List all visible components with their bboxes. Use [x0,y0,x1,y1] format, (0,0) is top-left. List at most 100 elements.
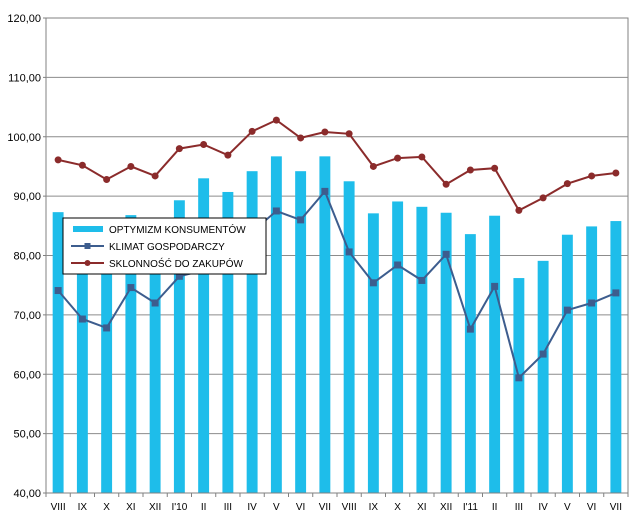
x-tick-label: IX [369,502,379,513]
point-klimat [418,276,426,284]
point-klimat [78,315,86,323]
point-klimat [612,289,620,297]
y-tick-label: 100,00 [7,132,41,144]
point-sklonnosc [369,162,377,170]
point-klimat [563,306,571,314]
point-klimat [394,261,402,269]
point-klimat [297,216,305,224]
point-sklonnosc [418,153,426,161]
x-tick-label: XII [440,502,452,513]
bar-optymizm [173,200,185,493]
bar-optymizm [416,206,428,493]
point-sklonnosc [54,156,62,164]
point-sklonnosc [539,194,547,202]
legend-swatch-optymizm [73,226,103,232]
x-tick-label: IV [247,502,257,513]
legend-label-sklonnosc: SKLONNOŚĆ DO ZAKUPÓW [109,257,243,270]
x-tick-label: VI [587,502,596,513]
x-tick-label: X [394,502,401,513]
bar-optymizm [319,156,331,493]
legend-marker-klimat [84,243,91,249]
x-tick-label: I'11 [463,502,479,513]
point-sklonnosc [127,162,135,170]
point-sklonnosc [612,169,620,177]
legend-label-klimat: KLIMAT GOSPODARCZY [109,242,225,253]
bar-optymizm [295,171,307,493]
line-klimat [57,189,617,380]
x-tick-label: VII [610,502,622,513]
point-sklonnosc [394,154,402,162]
bar-optymizm [222,191,234,493]
point-klimat [272,207,280,215]
point-klimat [466,325,474,333]
point-sklonnosc [588,172,596,180]
x-tick-label: XII [149,502,161,513]
point-sklonnosc [224,151,232,159]
point-klimat [369,279,377,287]
legend-label-optymizm: OPTYMIZM KONSUMENTÓW [109,223,246,236]
x-tick-label: VIII [342,502,357,513]
bar-optymizm [76,264,88,493]
legend-marker-sklonnosc [84,260,91,266]
x-tick-label: II [201,502,207,513]
bar-optymizm [489,215,501,493]
point-sklonnosc [200,140,208,148]
bar-optymizm [343,181,355,493]
bar-optymizm [464,234,476,493]
point-klimat [175,272,183,280]
bar-optymizm [537,260,549,493]
y-tick-label: 120,00 [7,13,41,25]
point-klimat [345,248,353,256]
point-klimat [515,374,523,382]
y-tick-label: 110,00 [8,72,41,84]
x-tick-label: IX [78,502,88,513]
point-klimat [54,287,62,295]
point-sklonnosc [248,127,256,135]
x-tick-label: X [103,502,110,513]
x-tick-label: V [273,502,280,513]
y-tick-label: 80,00 [13,251,41,263]
point-klimat [588,299,596,307]
bar-series [52,156,622,493]
line-sklonnosc [57,118,617,212]
point-sklonnosc [78,161,86,169]
bar-optymizm [246,171,258,493]
x-tick-label: VII [319,502,331,513]
point-sklonnosc [466,166,474,174]
x-tick-label: VI [296,502,305,513]
x-tick-label: IV [538,502,548,513]
bar-optymizm [513,278,525,493]
point-sklonnosc [442,180,450,188]
point-sklonnosc [151,172,159,180]
x-tick-label: I'10 [171,502,187,513]
bar-optymizm [270,156,282,493]
point-sklonnosc [175,145,183,153]
bar-optymizm [198,178,210,493]
bar-optymizm [392,201,404,493]
y-tick-label: 40,00 [13,488,41,500]
point-sklonnosc [297,134,305,142]
bar-optymizm [440,212,452,493]
point-sklonnosc [491,164,499,172]
y-tick-label: 60,00 [13,369,41,381]
point-klimat [321,187,329,195]
legend: OPTYMIZM KONSUMENTÓW KLIMAT GOSPODARCZY … [62,217,267,275]
y-tick-label: 70,00 [13,310,41,322]
y-tick-label: 50,00 [13,429,41,441]
point-sklonnosc [515,206,523,214]
point-sklonnosc [272,116,280,124]
gridlines [46,76,628,435]
bar-optymizm [367,213,379,493]
point-klimat [491,282,499,290]
x-tick-label: V [564,502,571,513]
point-sklonnosc [321,128,329,136]
point-klimat [103,324,111,332]
axes: 40,00 50,00 60,00 70,00 80,00 90,00 100,00 110,… [7,13,629,513]
point-klimat [127,284,135,292]
bar-optymizm [125,215,137,493]
x-tick-label: XI [126,502,135,513]
bar-optymizm [561,234,573,493]
point-sklonnosc [345,130,353,138]
